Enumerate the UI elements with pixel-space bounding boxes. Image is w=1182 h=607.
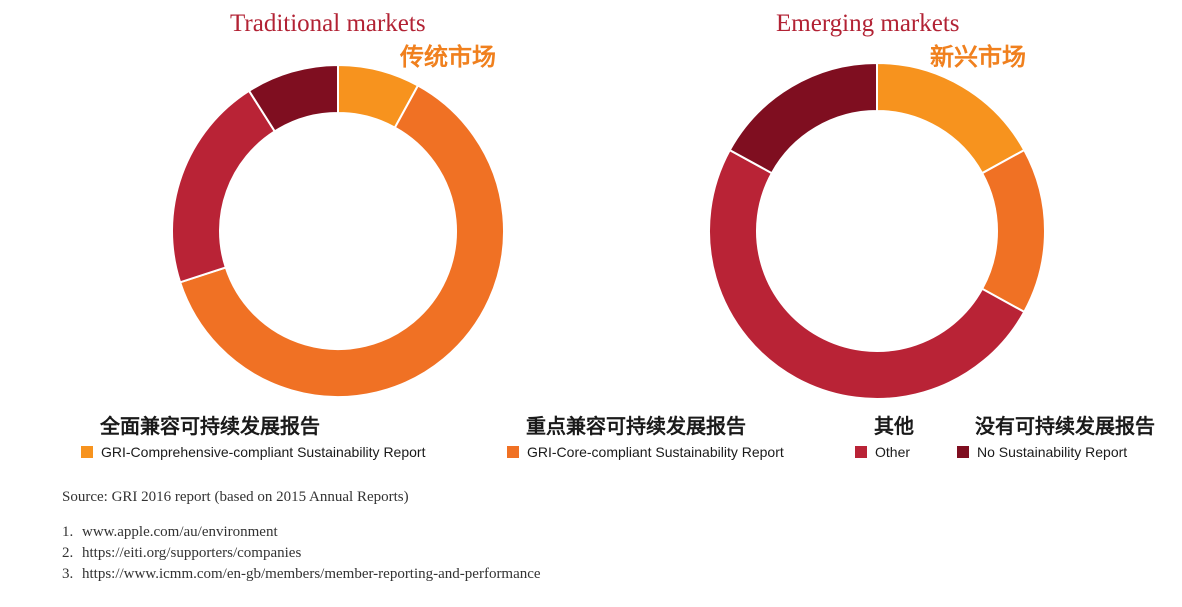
donut-slice-core [980,148,1047,314]
reference-link[interactable]: https://www.icmm.com/en-gb/members/membe… [82,566,541,582]
chart-title-emerging: Emerging markets [776,10,960,37]
legend-label-none: No Sustainability Report [977,444,1128,460]
legend-swatch-comprehensive [81,446,93,458]
chart-title-traditional: Traditional markets [230,10,426,37]
chart-subtitle-traditional: 传统市场 [400,43,496,71]
source-note: Source: GRI 2016 report (based on 2015 A… [62,489,409,505]
donut-slice-none [728,61,878,175]
reference-link[interactable]: https://eiti.org/supporters/companies [82,545,302,561]
legend-cn-core: 重点兼容可持续发展报告 [526,414,746,438]
reference-item: 2. https://eiti.org/supporters/companies [62,545,302,561]
legend-cn-comprehensive: 全面兼容可持续发展报告 [100,414,320,438]
donut-emerging-markets [708,61,1047,400]
legend-item-comprehensive: GRI-Comprehensive-compliant Sustainabili… [81,445,425,459]
donut-slice-other [708,148,1026,400]
legend-label-core: GRI-Core-compliant Sustainability Report [527,444,784,460]
donut-slice-none [247,63,339,133]
reference-item: 3. https://www.icmm.com/en-gb/members/mem… [62,566,541,582]
reference-list: 1. www.apple.com/au/environment 2. https:/… [62,522,541,585]
chart-subtitle-emerging: 新兴市场 [930,43,1026,71]
donut-slice-core [178,84,505,398]
donut-slice-comprehensive [876,61,1026,175]
legend-swatch-none [957,446,969,458]
donut-charts [171,61,1047,400]
legend-cn-none: 没有可持续发展报告 [975,414,1155,438]
reference-link[interactable]: www.apple.com/au/environment [82,524,278,540]
legend-cn-other: 其他 [874,414,914,438]
legend-item-other: Other [855,445,910,459]
legend-label-other: Other [875,444,911,460]
reference-item: 1. www.apple.com/au/environment [62,524,278,540]
legend-label-comprehensive: GRI-Comprehensive-compliant Sustainabili… [101,444,426,460]
legend-swatch-core [507,446,519,458]
donut-slice-other [171,89,277,284]
legend-item-none: No Sustainability Report [957,445,1127,459]
donut-traditional-markets [171,63,505,398]
legend-item-core: GRI-Core-compliant Sustainability Report [507,445,784,459]
legend-swatch-other [855,446,867,458]
